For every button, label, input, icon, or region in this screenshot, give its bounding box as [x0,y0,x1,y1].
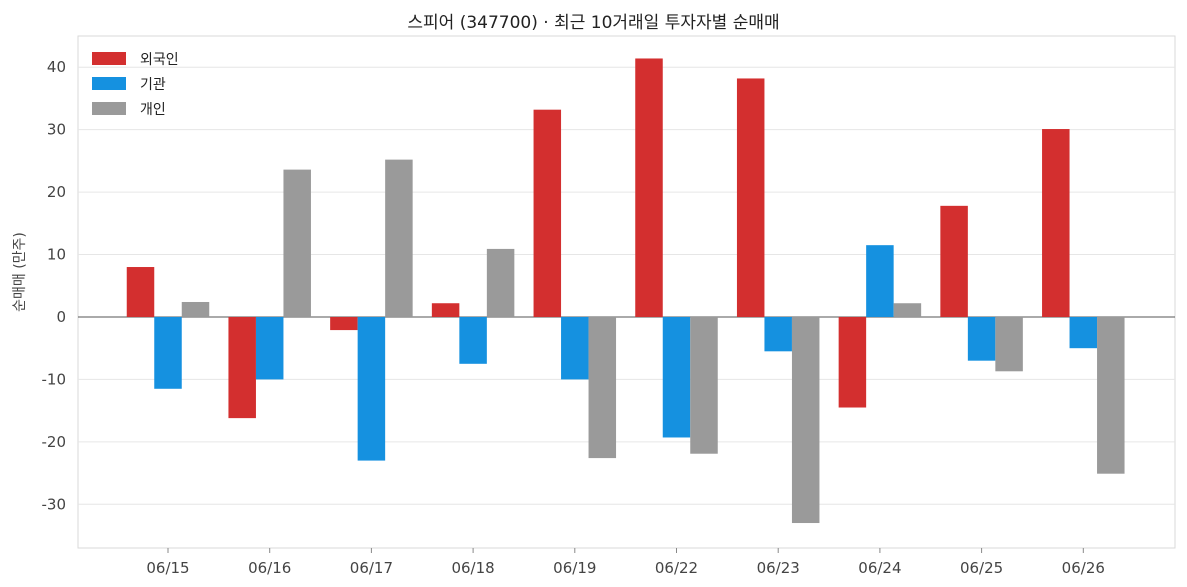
bar-외국인-06-17 [330,316,358,331]
y-tick-label: 30 [47,121,66,139]
legend-swatch-기관 [92,77,126,90]
bar-외국인-06-26 [1042,129,1070,317]
y-tick-label: 40 [47,58,66,76]
bar-외국인-06-23 [736,78,765,317]
bar-개인-06-25 [995,316,1023,372]
bar-외국인-06-22 [635,58,663,317]
x-tick-label: 06/16 [248,559,291,577]
y-axis-label: 순매매 (만주) [12,232,28,312]
y-tick-label: -20 [42,433,67,451]
bar-기관-06-24 [866,245,894,317]
bar-외국인-06-25 [940,205,968,317]
x-tick-label: 06/23 [757,559,800,577]
bar-개인-06-16 [283,169,311,317]
bar-기관-06-19 [561,316,589,380]
legend-swatch-개인 [92,102,126,115]
x-tick-label: 06/24 [858,559,901,577]
bar-개인-06-15 [181,301,210,317]
bar-기관-06-18 [459,316,487,364]
x-tick-label: 06/18 [451,559,494,577]
bar-개인-06-18 [486,248,515,317]
y-tick-label: 20 [47,183,66,201]
legend-label-기관: 기관 [140,77,166,93]
x-tick-label: 06/26 [1062,559,1105,577]
x-tick-label: 06/15 [146,559,189,577]
y-tick-label: 0 [56,308,66,326]
legend-swatch-외국인 [92,52,126,65]
bar-개인-06-22 [690,316,718,454]
bar-외국인-06-19 [533,109,562,317]
y-tick-label: -30 [42,495,67,513]
bar-개인-06-23 [791,316,820,524]
x-tick-label: 06/25 [960,559,1003,577]
bar-기관-06-15 [154,316,182,389]
y-tick-label: 10 [47,246,66,264]
bar-개인-06-24 [893,303,922,317]
y-tick-label: -10 [42,370,67,388]
bar-외국인-06-18 [431,303,460,317]
x-tick-label: 06/22 [655,559,698,577]
bar-기관-06-23 [764,316,792,352]
bar-개인-06-17 [385,159,413,317]
bar-외국인-06-16 [228,316,256,419]
bar-개인-06-26 [1097,316,1125,474]
bar-기관-06-22 [662,316,691,438]
bar-외국인-06-15 [126,267,155,317]
chart-title: 스피어 (347700) · 최근 10거래일 투자자별 순매매 [407,13,780,33]
bar-외국인-06-24 [838,316,867,408]
x-tick-label: 06/19 [553,559,596,577]
legend-label-외국인: 외국인 [140,52,179,68]
legend-label-개인: 개인 [140,102,166,118]
x-tick-label: 06/17 [350,559,393,577]
bar-기관-06-26 [1069,316,1098,349]
bar-개인-06-19 [588,316,617,459]
bar-기관-06-16 [255,316,284,380]
bar-기관-06-25 [967,316,996,361]
plot-area [77,35,1176,549]
bar-기관-06-17 [357,316,386,461]
